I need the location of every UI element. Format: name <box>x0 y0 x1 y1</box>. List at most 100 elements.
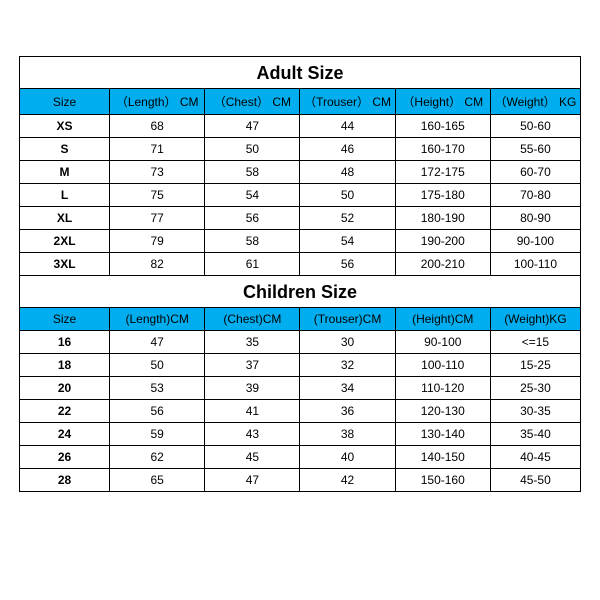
value-cell: 32 <box>300 354 395 377</box>
size-cell: 28 <box>20 469 110 492</box>
value-cell: 43 <box>205 423 300 446</box>
value-cell: 77 <box>110 207 205 230</box>
size-cell: 18 <box>20 354 110 377</box>
table-row: 26624540140-15040-45 <box>20 446 580 469</box>
value-cell: 61 <box>205 253 300 276</box>
size-cell: 3XL <box>20 253 110 276</box>
value-cell: 35 <box>205 331 300 354</box>
adult-table: Size （Length） CM （Chest） CM （Trouser） CM… <box>20 89 580 275</box>
size-cell: M <box>20 161 110 184</box>
value-cell: 82 <box>110 253 205 276</box>
value-cell: 50-60 <box>490 115 580 138</box>
size-cell: S <box>20 138 110 161</box>
value-cell: 30-35 <box>490 400 580 423</box>
table-row: 24594338130-14035-40 <box>20 423 580 446</box>
children-tbody: 1647353090-100<=1518503732100-11015-2520… <box>20 331 580 492</box>
value-cell: 38 <box>300 423 395 446</box>
value-cell: 47 <box>205 115 300 138</box>
value-cell: 37 <box>205 354 300 377</box>
value-cell: 40 <box>300 446 395 469</box>
value-cell: 15-25 <box>490 354 580 377</box>
value-cell: 175-180 <box>395 184 490 207</box>
table-row: 18503732100-11015-25 <box>20 354 580 377</box>
value-cell: 47 <box>205 469 300 492</box>
value-cell: 100-110 <box>395 354 490 377</box>
col-length: （Length） CM <box>110 89 205 115</box>
value-cell: 80-90 <box>490 207 580 230</box>
value-cell: 60-70 <box>490 161 580 184</box>
value-cell: 62 <box>110 446 205 469</box>
children-title: Children Size <box>20 275 580 308</box>
value-cell: 70-80 <box>490 184 580 207</box>
value-cell: 150-160 <box>395 469 490 492</box>
col-weight: （Weight） KG <box>490 89 580 115</box>
adult-title: Adult Size <box>20 57 580 89</box>
size-cell: 26 <box>20 446 110 469</box>
table-row: 22564136120-13030-35 <box>20 400 580 423</box>
value-cell: 45 <box>205 446 300 469</box>
value-cell: 55-60 <box>490 138 580 161</box>
value-cell: 58 <box>205 230 300 253</box>
value-cell: 68 <box>110 115 205 138</box>
value-cell: 140-150 <box>395 446 490 469</box>
value-cell: 39 <box>205 377 300 400</box>
col-trouser: （Trouser） CM <box>300 89 395 115</box>
size-cell: 22 <box>20 400 110 423</box>
table-row: XL775652180-19080-90 <box>20 207 580 230</box>
value-cell: 100-110 <box>490 253 580 276</box>
col-trouser: (Trouser)CM <box>300 308 395 331</box>
size-cell: 20 <box>20 377 110 400</box>
value-cell: 45-50 <box>490 469 580 492</box>
value-cell: 30 <box>300 331 395 354</box>
value-cell: 50 <box>205 138 300 161</box>
value-cell: 180-190 <box>395 207 490 230</box>
value-cell: 90-100 <box>490 230 580 253</box>
table-row: 1647353090-100<=15 <box>20 331 580 354</box>
adult-tbody: XS684744160-16550-60S715046160-17055-60M… <box>20 115 580 276</box>
value-cell: 53 <box>110 377 205 400</box>
table-row: 3XL826156200-210100-110 <box>20 253 580 276</box>
col-size: Size <box>20 308 110 331</box>
value-cell: 58 <box>205 161 300 184</box>
col-chest: (Chest)CM <box>205 308 300 331</box>
value-cell: 50 <box>300 184 395 207</box>
col-size: Size <box>20 89 110 115</box>
table-row: L755450175-18070-80 <box>20 184 580 207</box>
value-cell: 50 <box>110 354 205 377</box>
value-cell: 35-40 <box>490 423 580 446</box>
value-cell: 65 <box>110 469 205 492</box>
value-cell: 120-130 <box>395 400 490 423</box>
value-cell: 56 <box>300 253 395 276</box>
children-header-row: Size (Length)CM (Chest)CM (Trouser)CM (H… <box>20 308 580 331</box>
col-length: (Length)CM <box>110 308 205 331</box>
value-cell: 110-120 <box>395 377 490 400</box>
value-cell: 25-30 <box>490 377 580 400</box>
size-cell: XS <box>20 115 110 138</box>
value-cell: 59 <box>110 423 205 446</box>
col-height: (Height)CM <box>395 308 490 331</box>
value-cell: 36 <box>300 400 395 423</box>
table-row: XS684744160-16550-60 <box>20 115 580 138</box>
value-cell: 160-170 <box>395 138 490 161</box>
value-cell: 46 <box>300 138 395 161</box>
value-cell: 172-175 <box>395 161 490 184</box>
value-cell: 190-200 <box>395 230 490 253</box>
value-cell: 73 <box>110 161 205 184</box>
value-cell: 75 <box>110 184 205 207</box>
value-cell: 47 <box>110 331 205 354</box>
size-chart: Adult Size Size （Length） CM （Chest） CM （… <box>19 56 581 492</box>
value-cell: 48 <box>300 161 395 184</box>
value-cell: 200-210 <box>395 253 490 276</box>
size-cell: 16 <box>20 331 110 354</box>
size-cell: 24 <box>20 423 110 446</box>
value-cell: 71 <box>110 138 205 161</box>
value-cell: 52 <box>300 207 395 230</box>
children-table: Size (Length)CM (Chest)CM (Trouser)CM (H… <box>20 308 580 491</box>
value-cell: 34 <box>300 377 395 400</box>
value-cell: 54 <box>205 184 300 207</box>
value-cell: 42 <box>300 469 395 492</box>
table-row: 20533934110-12025-30 <box>20 377 580 400</box>
value-cell: 130-140 <box>395 423 490 446</box>
size-cell: L <box>20 184 110 207</box>
table-row: 28654742150-16045-50 <box>20 469 580 492</box>
